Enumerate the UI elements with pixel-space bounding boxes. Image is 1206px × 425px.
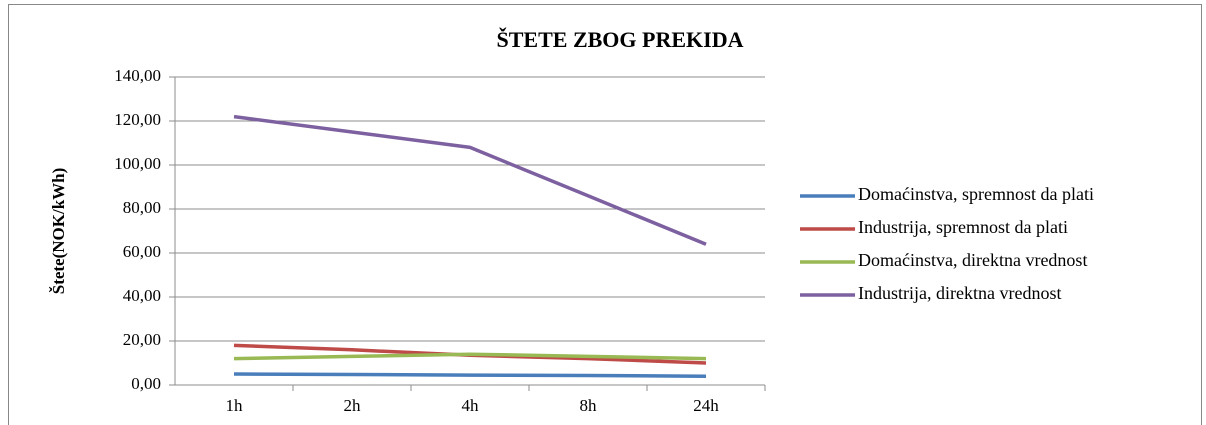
x-tick-label: 24h xyxy=(693,396,719,415)
chart-title: ŠTETE ZBOG PREKIDA xyxy=(497,27,744,52)
legend-label: Industrija, direktna vrednost xyxy=(858,283,1061,303)
y-tick-label: 60,00 xyxy=(123,242,161,261)
series-line xyxy=(233,352,707,361)
y-tick-label: 140,00 xyxy=(114,66,161,85)
x-tick-label: 8h xyxy=(580,396,598,415)
y-tick-label: 120,00 xyxy=(114,110,161,129)
y-tick-label: 20,00 xyxy=(123,330,161,349)
series-line xyxy=(233,114,707,246)
legend-label: Industrija, spremnost da plati xyxy=(858,217,1068,237)
y-tick-label: 80,00 xyxy=(123,198,161,217)
legend-label: Domaćinstva, spremnost da plati xyxy=(858,184,1094,204)
chart-frame xyxy=(8,4,1202,425)
x-tick-label: 1h xyxy=(226,396,244,415)
legend-label: Domaćinstva, direktna vrednost xyxy=(858,250,1087,270)
x-tick-label: 4h xyxy=(462,396,480,415)
y-tick-label: 0,00 xyxy=(131,374,161,393)
x-tick-label: 2h xyxy=(344,396,362,415)
series-line xyxy=(233,372,707,378)
y-axis-label: Štete(NOK/kWh) xyxy=(49,168,68,295)
y-tick-label: 100,00 xyxy=(114,154,161,173)
y-tick-label: 40,00 xyxy=(123,286,161,305)
